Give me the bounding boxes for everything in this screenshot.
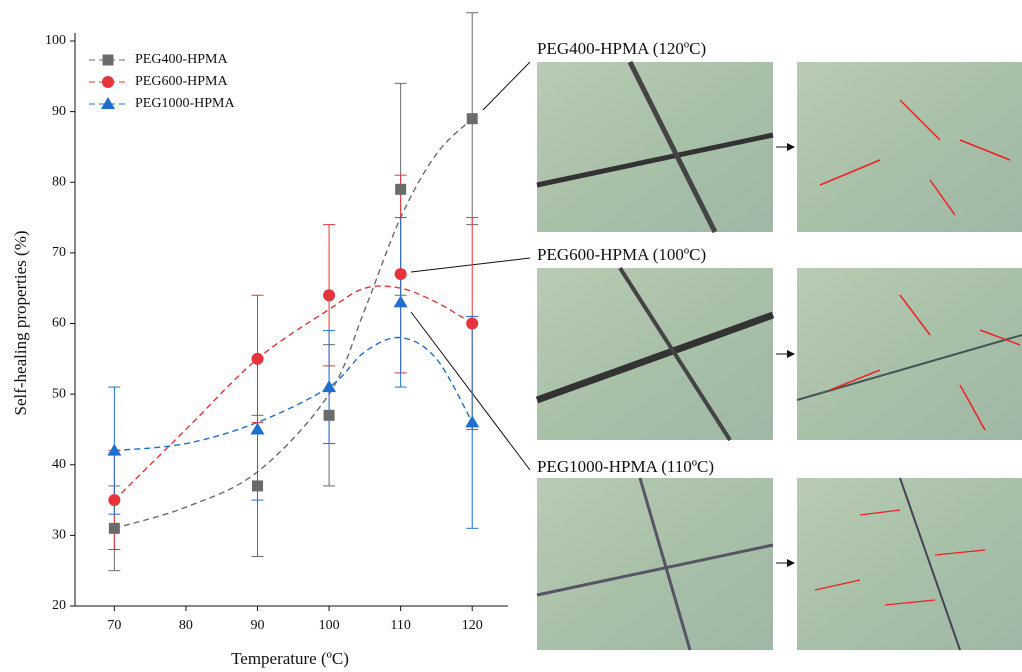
marker <box>395 183 407 195</box>
x-axis-label: Temperature (ºC) <box>231 649 349 668</box>
y-tick-label: 50 <box>52 386 66 401</box>
fit-curve <box>113 285 473 501</box>
y-tick-label: 90 <box>52 104 66 119</box>
marker <box>393 295 408 308</box>
y-tick-label: 60 <box>52 316 66 331</box>
x-tick-label: 110 <box>390 618 410 633</box>
marker <box>107 443 122 456</box>
marker <box>322 380 337 393</box>
marker <box>108 522 120 534</box>
annotation: PEG1000-HPMA (110ºC) <box>537 457 714 476</box>
y-tick-label: 100 <box>45 33 66 48</box>
marker <box>250 422 265 435</box>
fit-curve <box>114 118 473 529</box>
annotation: PEG400-HPMA (120ºC) <box>537 39 706 58</box>
marker <box>394 268 407 281</box>
marker <box>323 289 336 302</box>
x-tick-label: 80 <box>179 618 193 633</box>
fit-curve <box>114 336 473 452</box>
x-tick-label: 70 <box>107 618 121 633</box>
legend-label: PEG1000-HPMA <box>135 96 235 111</box>
y-tick-label: 80 <box>52 174 66 189</box>
y-tick-label: 20 <box>52 598 66 613</box>
marker <box>251 352 264 365</box>
marker <box>108 494 121 507</box>
y-tick-label: 30 <box>52 528 66 543</box>
marker <box>102 54 114 66</box>
legend-label: PEG600-HPMA <box>135 74 228 89</box>
marker <box>101 97 115 109</box>
marker <box>466 317 479 330</box>
x-tick-label: 100 <box>319 618 340 633</box>
y-axis-label: Self-healing properties (%) <box>11 230 30 415</box>
micrographs <box>410 60 1022 651</box>
y-tick-label: 70 <box>52 245 66 260</box>
x-tick-label: 120 <box>462 618 483 633</box>
marker <box>102 76 114 88</box>
legend-label: PEG400-HPMA <box>135 52 228 67</box>
x-tick-label: 90 <box>251 618 265 633</box>
marker <box>465 415 480 428</box>
annotation: PEG600-HPMA (100ºC) <box>537 245 706 264</box>
marker <box>466 113 478 125</box>
marker <box>323 409 335 421</box>
marker <box>252 480 264 492</box>
y-tick-label: 40 <box>52 457 66 472</box>
